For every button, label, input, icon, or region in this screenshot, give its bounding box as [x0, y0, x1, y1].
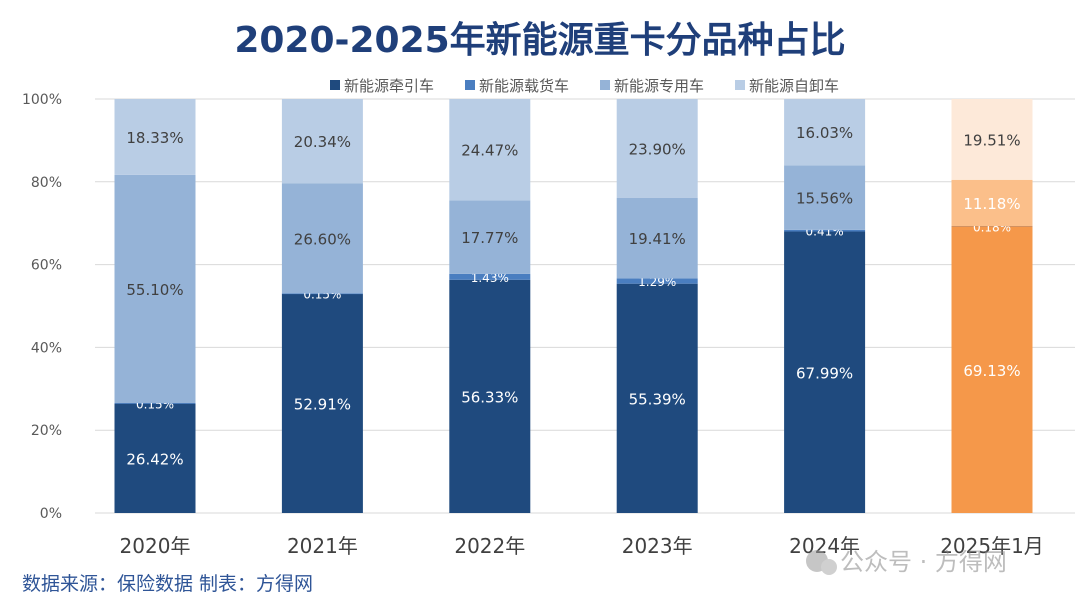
legend-label: 新能源牵引车 [344, 77, 434, 95]
data-label: 55.39% [629, 390, 686, 408]
data-label: 16.03% [796, 124, 853, 142]
data-label: 20.34% [294, 133, 351, 151]
data-label: 1.29% [638, 275, 676, 289]
data-label: 15.56% [796, 190, 853, 208]
y-tick-label: 0% [40, 506, 62, 522]
source-note: 数据来源：保险数据 制表：方得网 [22, 573, 313, 595]
bar-segment [114, 403, 196, 404]
x-tick-label: 2021年 [287, 534, 358, 558]
data-label: 26.60% [294, 230, 351, 248]
y-tick-label: 100% [22, 92, 62, 108]
bar-segment [951, 99, 1033, 180]
x-tick-label: 2020年 [120, 534, 191, 558]
bar-segment [114, 403, 196, 513]
legend-swatch [330, 80, 340, 90]
bar-segment [616, 197, 698, 279]
data-label: 23.90% [629, 141, 686, 159]
data-label: 19.51% [963, 131, 1020, 149]
legend-label: 新能源载货车 [479, 77, 569, 95]
y-tick-label: 40% [31, 340, 62, 356]
bar-segment [616, 99, 698, 198]
chart-title: 2020-2025年新能源重卡分品种占比 [234, 20, 845, 61]
bar-segment [449, 273, 531, 280]
bar-segment [114, 174, 196, 404]
bar-segment [616, 278, 698, 284]
bar-segment [449, 279, 531, 513]
legend-swatch [465, 80, 475, 90]
x-tick-label: 2025年1月 [940, 534, 1044, 558]
bar-segment [281, 183, 363, 294]
data-label: 24.47% [461, 142, 518, 160]
legend-swatch [600, 80, 610, 90]
bar-segment [784, 99, 866, 166]
legend-label: 新能源专用车 [614, 77, 704, 95]
data-label: 55.10% [126, 281, 183, 299]
x-tick-label: 2023年 [622, 534, 693, 558]
legend-label: 新能源自卸车 [749, 77, 839, 95]
bar-segment [951, 179, 1033, 227]
x-tick-label: 2022年 [454, 534, 525, 558]
bar-segment [281, 293, 363, 513]
data-label: 19.41% [629, 230, 686, 248]
bar-segment [449, 99, 531, 201]
legend-swatch [735, 80, 745, 90]
y-tick-label: 20% [31, 423, 62, 439]
bar-segment [616, 283, 698, 513]
bar-segment [281, 99, 363, 184]
y-tick-label: 60% [31, 258, 62, 274]
y-tick-label: 80% [31, 175, 62, 191]
data-label: 18.33% [126, 129, 183, 147]
bar-segment [951, 226, 1033, 513]
data-label: 56.33% [461, 388, 518, 406]
data-label: 26.42% [126, 450, 183, 468]
legend: 新能源牵引车 新能源载货车 新能源专用车 新能源自卸车 [330, 77, 839, 95]
watermark: 公众号 · 方得网 [806, 548, 1007, 576]
data-label: 1.43% [471, 271, 509, 285]
data-label: 69.13% [963, 362, 1020, 380]
data-label: 17.77% [461, 229, 518, 247]
bar-segment [114, 99, 196, 175]
data-label: 11.18% [963, 195, 1020, 213]
bar-segment [784, 165, 866, 230]
data-label: 67.99% [796, 364, 853, 382]
bar-segment [281, 293, 363, 295]
bar-segment [951, 226, 1033, 227]
data-label: 52.91% [294, 395, 351, 413]
bar-segment [784, 231, 866, 513]
bar-segment [784, 229, 866, 232]
bar-segment [449, 200, 531, 274]
watermark-text: 公众号 · 方得网 [840, 548, 1007, 576]
